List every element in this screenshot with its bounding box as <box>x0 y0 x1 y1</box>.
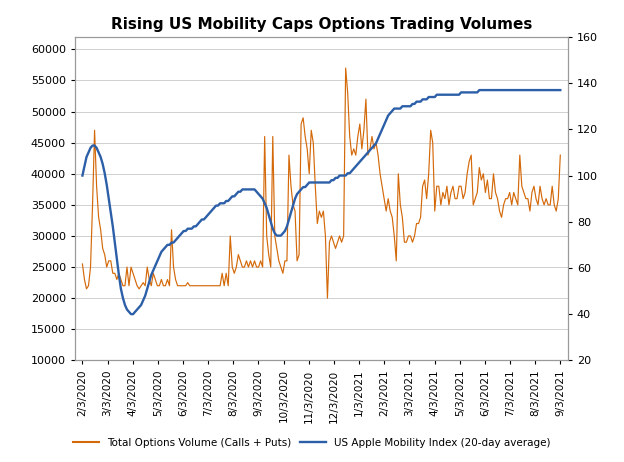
Title: Rising US Mobility Caps Options Trading Volumes: Rising US Mobility Caps Options Trading … <box>110 17 532 31</box>
Legend: Total Options Volume (Calls + Puts), US Apple Mobility Index (20-day average): Total Options Volume (Calls + Puts), US … <box>69 434 555 452</box>
